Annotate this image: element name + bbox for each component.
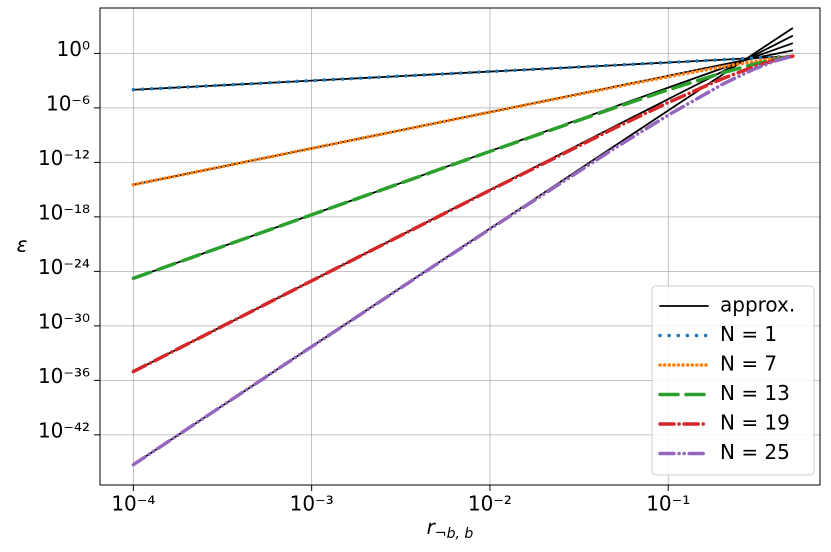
series-line xyxy=(131,54,795,281)
legend-label: approx. xyxy=(720,293,795,317)
plot-lines xyxy=(131,27,795,467)
y-tick-label: 10⁻¹² xyxy=(38,146,90,170)
legend-label: N = 25 xyxy=(720,440,790,464)
y-tick-label: 10⁻³⁰ xyxy=(38,309,90,333)
legend-box xyxy=(651,285,815,476)
y-tick-label: 10⁰ xyxy=(57,37,90,61)
series-line xyxy=(131,54,795,374)
x-axis-label-sub: ¬b, b xyxy=(435,526,474,542)
legend-label: N = 19 xyxy=(720,411,790,435)
legend-label: N = 7 xyxy=(720,352,777,376)
plot-frame xyxy=(99,7,821,486)
y-tick-label: 10⁻⁶ xyxy=(46,91,90,115)
series-line xyxy=(131,54,795,92)
x-tick-label: 10⁻³ xyxy=(290,492,334,516)
y-tick-label: 10⁻⁴² xyxy=(38,418,90,442)
y-tick-label: 10⁻²⁴ xyxy=(38,255,90,279)
x-axis-label-main: r xyxy=(427,515,437,539)
x-axis-label: r¬b, b xyxy=(427,515,474,543)
y-axis-label: ε xyxy=(17,233,28,257)
y-tick-label: 10⁻¹⁸ xyxy=(38,200,90,224)
series-line xyxy=(131,54,795,187)
approx-line xyxy=(132,27,794,466)
series-line xyxy=(131,54,795,467)
x-tick-label: 10⁻⁴ xyxy=(111,492,155,516)
x-tick-label: 10⁻² xyxy=(468,492,512,516)
x-tick-label: 10⁻¹ xyxy=(646,492,690,516)
legend-label: N = 1 xyxy=(720,322,777,346)
y-tick-label: 10⁻³⁶ xyxy=(38,364,90,388)
legend-label: N = 13 xyxy=(720,381,790,405)
